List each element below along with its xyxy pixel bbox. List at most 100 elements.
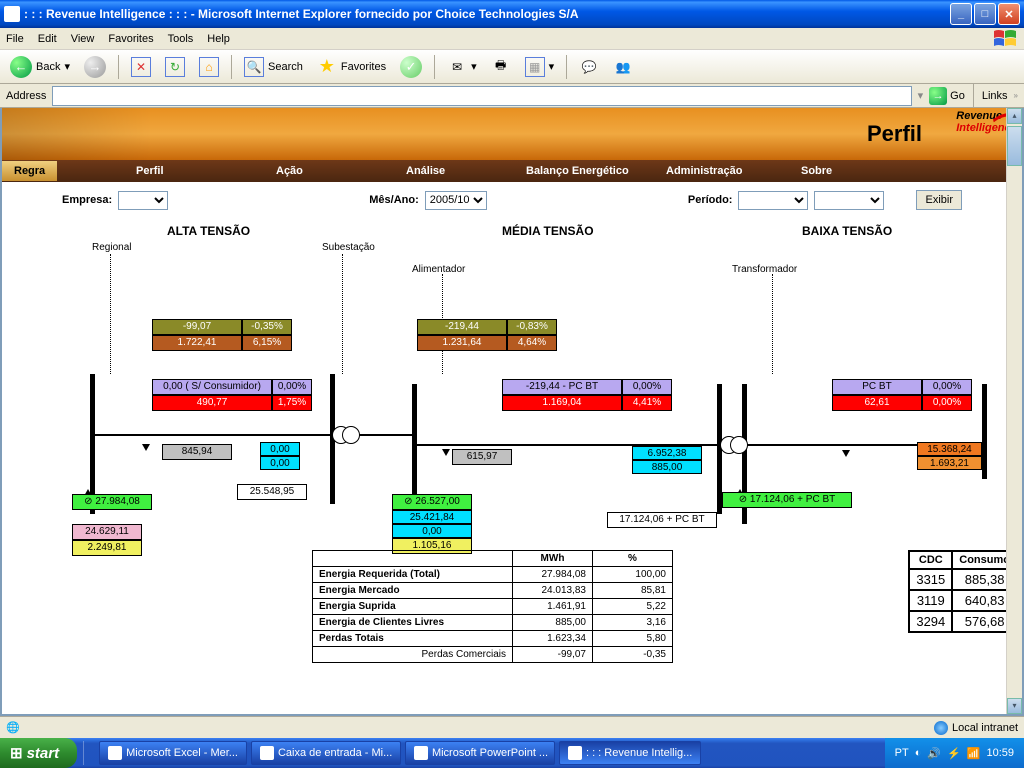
diagram-value-box: ⊘ 17.124,06 + PC BT (722, 492, 852, 508)
browser-statusbar: 🌐 Local intranet (0, 716, 1024, 738)
mail-button[interactable]: ✉▾ (443, 55, 481, 79)
forward-button[interactable]: → (80, 54, 110, 80)
nav-item-administrao[interactable]: Administração (662, 165, 746, 177)
mesano-select[interactable]: 2005/10 (425, 191, 487, 210)
menu-favorites[interactable]: Favorites (108, 33, 153, 45)
banner-image (2, 108, 152, 160)
favorites-button[interactable]: ★Favorites (313, 55, 390, 79)
diagram-value-box: ⊘ 26.527,00 (392, 494, 472, 510)
periodo-label: Período: (688, 194, 733, 206)
home-button[interactable]: ⌂ (195, 55, 223, 79)
close-button[interactable]: ✕ (998, 3, 1020, 25)
search-label: Search (268, 61, 303, 73)
diagram-value-box: 0,00 (260, 442, 300, 456)
diagram-value-box: -0,83% (507, 319, 557, 335)
address-input[interactable] (52, 86, 911, 106)
diagram-value-box: PC BT (832, 379, 922, 395)
messenger-button[interactable]: 👥 (609, 55, 637, 79)
periodo-to-select[interactable] (814, 191, 884, 210)
menu-view[interactable]: View (71, 33, 95, 45)
page-body: Empresa: Mês/Ano: 2005/10 Período: Exibi… (2, 182, 1022, 714)
diagram-value-box: -99,07 (152, 319, 242, 335)
history-button[interactable]: ✓ (396, 54, 426, 80)
section-title: BAIXA TENSÃO (802, 224, 892, 238)
tray-icon-2[interactable]: 🔊 (927, 747, 941, 760)
diagram-value-box: 0,00% (272, 379, 312, 395)
window-titlebar: : : : Revenue Intelligence : : : - Micro… (0, 0, 1024, 28)
taskbar-item[interactable]: Caixa de entrada - Mi... (251, 741, 401, 765)
app-navbar: Regra Perfil Ação Análise Balanço Energético… (2, 160, 1022, 182)
print-button[interactable]: 🖶 (487, 55, 515, 79)
energy-summary-table: MWh%Energia Requerida (Total)27.984,0810… (312, 550, 673, 663)
menu-tools[interactable]: Tools (168, 33, 194, 45)
go-label: Go (950, 90, 965, 102)
mesano-label: Mês/Ano: (369, 194, 419, 206)
vertical-scrollbar[interactable]: ▴ ▾ (1006, 108, 1022, 714)
diagram-value-box: 17.124,06 + PC BT (607, 512, 717, 528)
diagram-value-box: 615,97 (452, 449, 512, 465)
nav-item-ao[interactable]: Ação (272, 165, 307, 177)
tray-icon-1[interactable]: ◐ (915, 747, 922, 759)
diagram-value-box: 6,15% (242, 335, 292, 351)
diagram-value-box: 1,75% (272, 395, 312, 411)
menu-edit[interactable]: Edit (38, 33, 57, 45)
empresa-select[interactable] (118, 191, 168, 210)
menu-help[interactable]: Help (207, 33, 230, 45)
stop-button[interactable]: ✕ (127, 55, 155, 79)
zone-icon (934, 721, 948, 735)
tray-icon-3[interactable]: ⚡ (947, 747, 961, 760)
scroll-down-button[interactable]: ▾ (1007, 698, 1022, 714)
diagram-value-box: 0,00% (922, 395, 972, 411)
taskbar-item[interactable]: Microsoft Excel - Mer... (99, 741, 247, 765)
nav-item-regra[interactable]: Regra (2, 161, 57, 181)
scroll-thumb[interactable] (1007, 126, 1022, 166)
go-button[interactable]: →Go (929, 87, 965, 105)
search-button[interactable]: 🔍Search (240, 55, 307, 79)
window-title: : : : Revenue Intelligence : : : - Micro… (24, 7, 950, 21)
address-bar: Address ▾ →Go Links » (0, 84, 1024, 108)
periodo-from-select[interactable] (738, 191, 808, 210)
favorites-label: Favorites (341, 61, 386, 73)
diagram-value-box: 0,00% (622, 379, 672, 395)
diagram-value-box: 4,64% (507, 335, 557, 351)
menu-file[interactable]: File (6, 33, 24, 45)
taskbar-item[interactable]: : : : Revenue Intellig... (559, 741, 701, 765)
empresa-label: Empresa: (62, 194, 112, 206)
diagram-value-box: 62,61 (832, 395, 922, 411)
tray-icon-4[interactable]: 📶 (967, 747, 981, 760)
diagram-value-box: 6.952,38 (632, 446, 702, 460)
exibir-button[interactable]: Exibir (916, 190, 962, 210)
status-icon: 🌐 (6, 721, 20, 734)
edit-button[interactable]: ▦▾ (521, 55, 559, 79)
filter-row: Empresa: Mês/Ano: 2005/10 Período: Exibi… (12, 190, 1012, 210)
section-title: MÉDIA TENSÃO (502, 224, 594, 238)
diagram-value-box: 845,94 (162, 444, 232, 460)
ie-icon (4, 6, 20, 22)
app-banner: Perfil Revenue IntelligencE (2, 108, 1022, 160)
diagram-value-box: 25.548,95 (237, 484, 307, 500)
diagram-value-box: 2.249,81 (72, 540, 142, 556)
diagram-value-box: 0,00 (392, 524, 472, 538)
diagram-value-box: 490,77 (152, 395, 272, 411)
diagram-value-box: 4,41% (622, 395, 672, 411)
links-label[interactable]: Links (982, 90, 1008, 102)
scroll-up-button[interactable]: ▴ (1007, 108, 1022, 124)
nav-item-balanoenergtico[interactable]: Balanço Energético (522, 165, 633, 177)
diagram-value-box: 24.629,11 (72, 524, 142, 540)
refresh-button[interactable]: ↻ (161, 55, 189, 79)
page-title: Perfil (867, 121, 922, 147)
back-button[interactable]: ←Back ▾ (6, 54, 74, 80)
start-button[interactable]: start (0, 738, 77, 768)
clock[interactable]: 10:59 (986, 747, 1014, 759)
lang-indicator[interactable]: PT (895, 747, 909, 759)
nav-item-sobre[interactable]: Sobre (797, 165, 836, 177)
diagram-value-box: 15.368,24 (917, 442, 982, 456)
taskbar-item[interactable]: Microsoft PowerPoint ... (405, 741, 555, 765)
menu-bar: File Edit View Favorites Tools Help (0, 28, 1024, 50)
nav-item-anlise[interactable]: Análise (402, 165, 449, 177)
discuss-button[interactable]: 💬 (575, 55, 603, 79)
back-label: Back (36, 61, 60, 73)
nav-item-perfil[interactable]: Perfil (132, 165, 168, 177)
maximize-button[interactable]: □ (974, 3, 996, 25)
minimize-button[interactable]: _ (950, 3, 972, 25)
